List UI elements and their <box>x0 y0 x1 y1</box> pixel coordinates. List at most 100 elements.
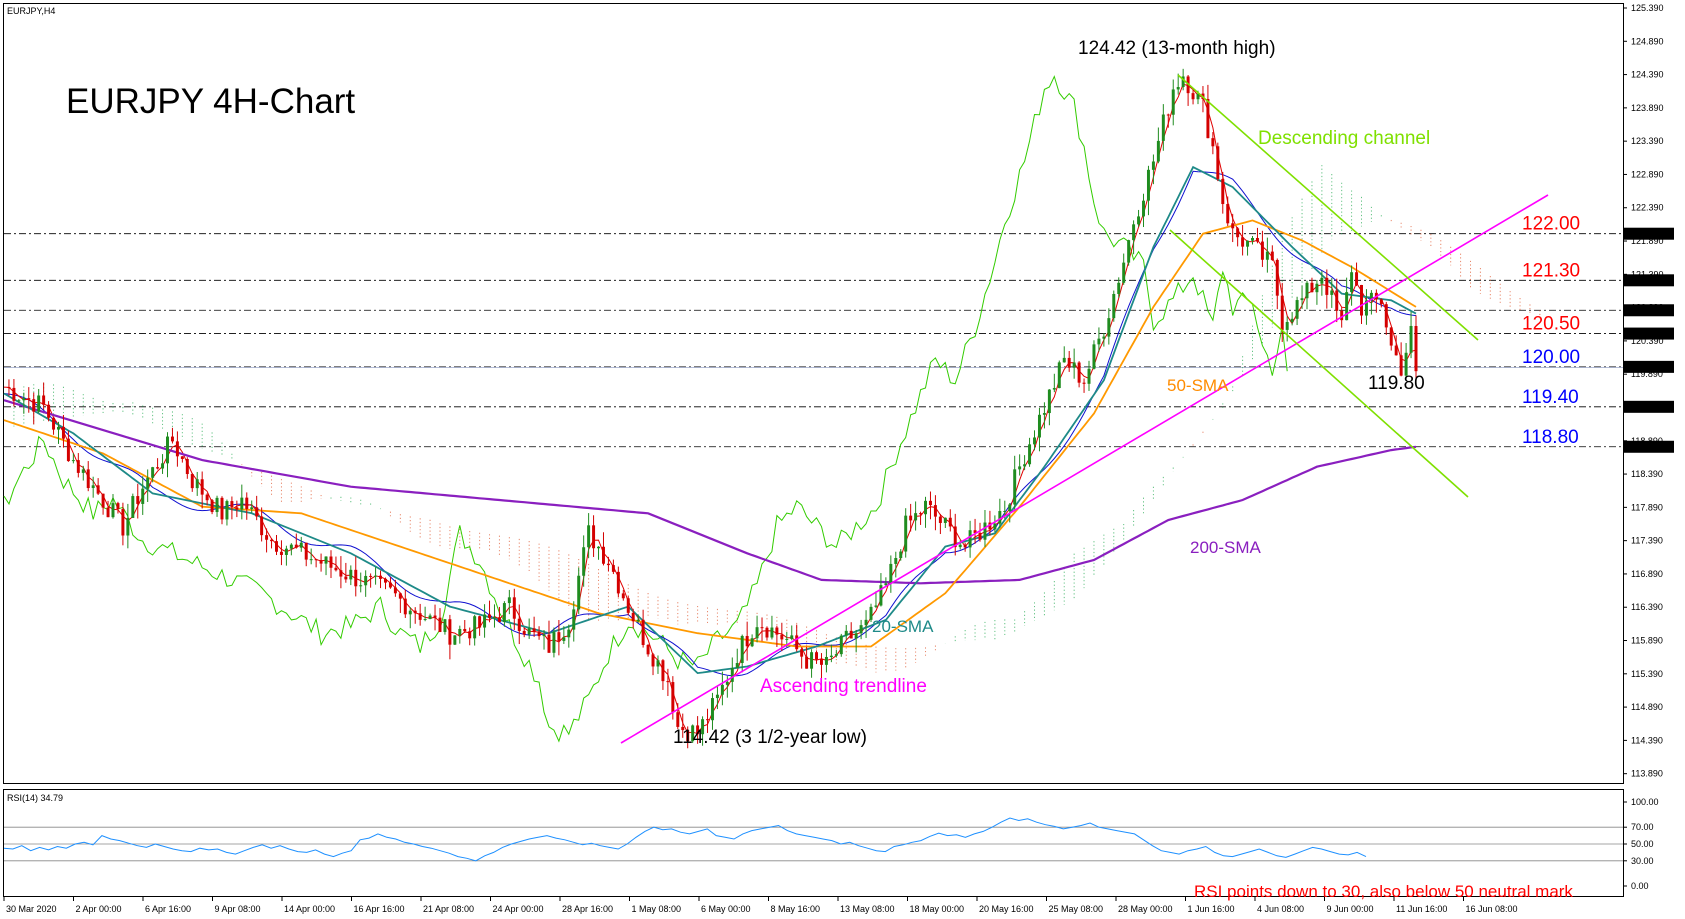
time-tick-label: 16 Jun 08:00 <box>1466 904 1518 914</box>
candle-body <box>587 525 591 548</box>
candle-body <box>1364 300 1368 316</box>
price-tick-label: 114.390 <box>1631 735 1663 745</box>
candle-body <box>983 522 987 540</box>
level-tag: 120.850 <box>1624 304 1674 317</box>
sma20-label: 20-SMA <box>872 617 934 636</box>
time-tick-label: 1 May 08:00 <box>632 904 682 914</box>
candle-body <box>963 544 967 548</box>
candle-body <box>597 546 601 549</box>
candle-body <box>854 633 858 639</box>
candle-body <box>1399 355 1403 376</box>
candle-body <box>795 635 799 650</box>
candle-body <box>1028 444 1032 465</box>
candle-body <box>859 625 863 634</box>
candle-body <box>958 544 962 548</box>
candle-body <box>968 530 972 548</box>
time-tick-label: 20 May 16:00 <box>979 904 1034 914</box>
candle-body <box>250 507 254 509</box>
level-tag-text: 120.000 <box>1628 362 1661 372</box>
rsi-line <box>3 817 1367 862</box>
candle-body <box>384 578 387 583</box>
candle-body <box>839 635 843 655</box>
candle-body <box>1236 228 1240 238</box>
candle-body <box>1037 414 1041 438</box>
level-tag: 121.300 <box>1624 274 1674 287</box>
candle-body <box>428 615 432 620</box>
time-tick-label: 30 Mar 2020 <box>6 904 57 914</box>
candle-body <box>170 436 174 442</box>
level-tag-text: 120.527 <box>1628 329 1661 339</box>
candle-body <box>780 634 784 640</box>
candle-body <box>1176 87 1180 90</box>
candle-body <box>512 597 516 619</box>
candle-body <box>1360 284 1363 316</box>
candle-body <box>116 503 120 510</box>
candle-body <box>978 532 982 540</box>
candle-body <box>319 560 323 564</box>
candle-body <box>379 575 383 579</box>
last-low-annotation: 119.80 <box>1368 373 1425 394</box>
price-tick-label: 118.390 <box>1631 469 1663 479</box>
candle-body <box>497 617 501 622</box>
candle-body <box>210 500 214 513</box>
candle-body <box>1325 277 1329 295</box>
indicator-lines <box>3 75 1417 743</box>
candle-body <box>1335 290 1339 311</box>
candle-body <box>1260 241 1264 260</box>
candle-body <box>1112 293 1116 319</box>
main-plot-frame <box>3 3 1624 784</box>
candle-body <box>388 582 392 588</box>
candle-body <box>52 417 56 430</box>
candle-body <box>1191 93 1195 100</box>
price-tick-label: 116.390 <box>1631 602 1663 612</box>
candle-body <box>175 441 179 457</box>
candle-body <box>7 387 11 389</box>
candle-body <box>1280 295 1284 330</box>
candle-body <box>1404 352 1408 376</box>
candle-body <box>413 610 417 614</box>
candle-body <box>810 652 814 669</box>
candle-body <box>710 698 714 721</box>
candle-body <box>869 606 873 620</box>
level-tag-box <box>1624 227 1674 240</box>
candle-body <box>1300 298 1304 301</box>
candle-body <box>919 513 923 515</box>
level-label: 120.50 <box>1522 314 1580 335</box>
rsi-tick-label: 50.00 <box>1631 839 1654 849</box>
candle-body <box>294 544 298 548</box>
candle-body <box>354 569 358 587</box>
candle-body <box>864 619 868 626</box>
candle-body <box>646 644 650 655</box>
candle-body <box>299 542 303 548</box>
candle-body <box>1033 437 1036 445</box>
time-tick-label: 2 Apr 00:00 <box>76 904 122 914</box>
price-tick-label: 117.390 <box>1631 536 1663 546</box>
candle-body <box>552 632 556 653</box>
candle-body <box>1072 362 1076 368</box>
candle-body <box>136 496 140 504</box>
candle-body <box>904 515 908 552</box>
candle-body <box>473 616 477 639</box>
candle-body <box>61 426 65 439</box>
candle-body <box>195 479 199 489</box>
candle-body <box>1171 89 1175 115</box>
candle-body <box>725 681 729 685</box>
candle-body <box>844 630 848 636</box>
price-tick-label: 116.890 <box>1631 569 1663 579</box>
trendline-label: Ascending trendline <box>760 676 927 697</box>
time-tick-label: 6 Apr 16:00 <box>145 904 191 914</box>
candle-body <box>1052 388 1056 390</box>
candle-body <box>1384 304 1388 328</box>
candle-body <box>488 614 492 618</box>
time-tick-label: 6 May 00:00 <box>701 904 751 914</box>
candle-body <box>205 494 209 501</box>
candle-body <box>1122 262 1126 283</box>
level-tag-box <box>1624 327 1674 340</box>
sma200-line <box>3 399 1417 585</box>
candle-body <box>785 638 789 640</box>
level-tag-text: 121.300 <box>1628 276 1661 286</box>
candle-body <box>601 546 605 564</box>
price-tick-label: 115.390 <box>1631 669 1663 679</box>
price-tick-label: 124.890 <box>1631 36 1664 46</box>
level-tag-box <box>1624 440 1674 453</box>
